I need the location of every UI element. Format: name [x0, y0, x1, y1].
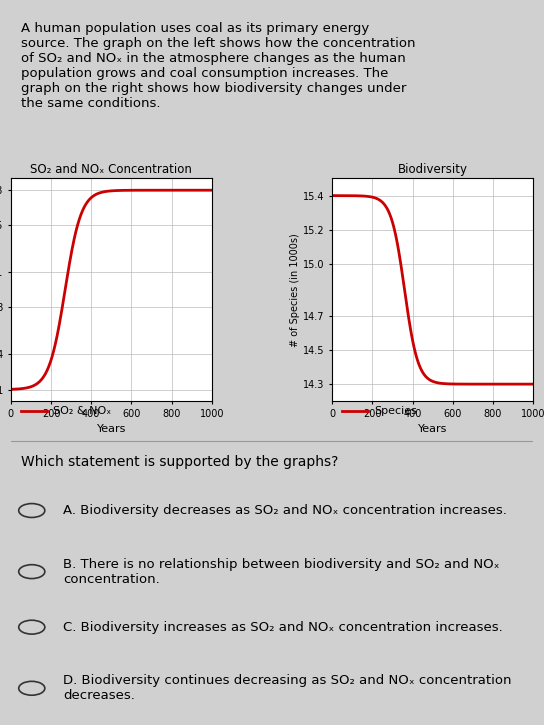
Title: Biodiversity: Biodiversity: [398, 163, 468, 176]
Text: D. Biodiversity continues decreasing as SO₂ and NOₓ concentration
decreases.: D. Biodiversity continues decreasing as …: [63, 674, 511, 703]
X-axis label: Years: Years: [418, 424, 447, 434]
Title: SO₂ and NOₓ Concentration: SO₂ and NOₓ Concentration: [30, 163, 192, 176]
Text: B. There is no relationship between biodiversity and SO₂ and NOₓ
concentration.: B. There is no relationship between biod…: [63, 558, 499, 586]
Text: SO₂ & NOₓ: SO₂ & NOₓ: [53, 407, 112, 416]
Text: C. Biodiversity increases as SO₂ and NOₓ concentration increases.: C. Biodiversity increases as SO₂ and NOₓ…: [63, 621, 503, 634]
Text: Which statement is supported by the graphs?: Which statement is supported by the grap…: [21, 455, 339, 469]
X-axis label: Years: Years: [97, 424, 126, 434]
Text: A human population uses coal as its primary energy
source. The graph on the left: A human population uses coal as its prim…: [21, 22, 416, 110]
Text: Species: Species: [374, 407, 417, 416]
Text: A. Biodiversity decreases as SO₂ and NOₓ concentration increases.: A. Biodiversity decreases as SO₂ and NOₓ…: [63, 504, 507, 517]
Y-axis label: # of Species (in 1000s): # of Species (in 1000s): [290, 233, 300, 347]
